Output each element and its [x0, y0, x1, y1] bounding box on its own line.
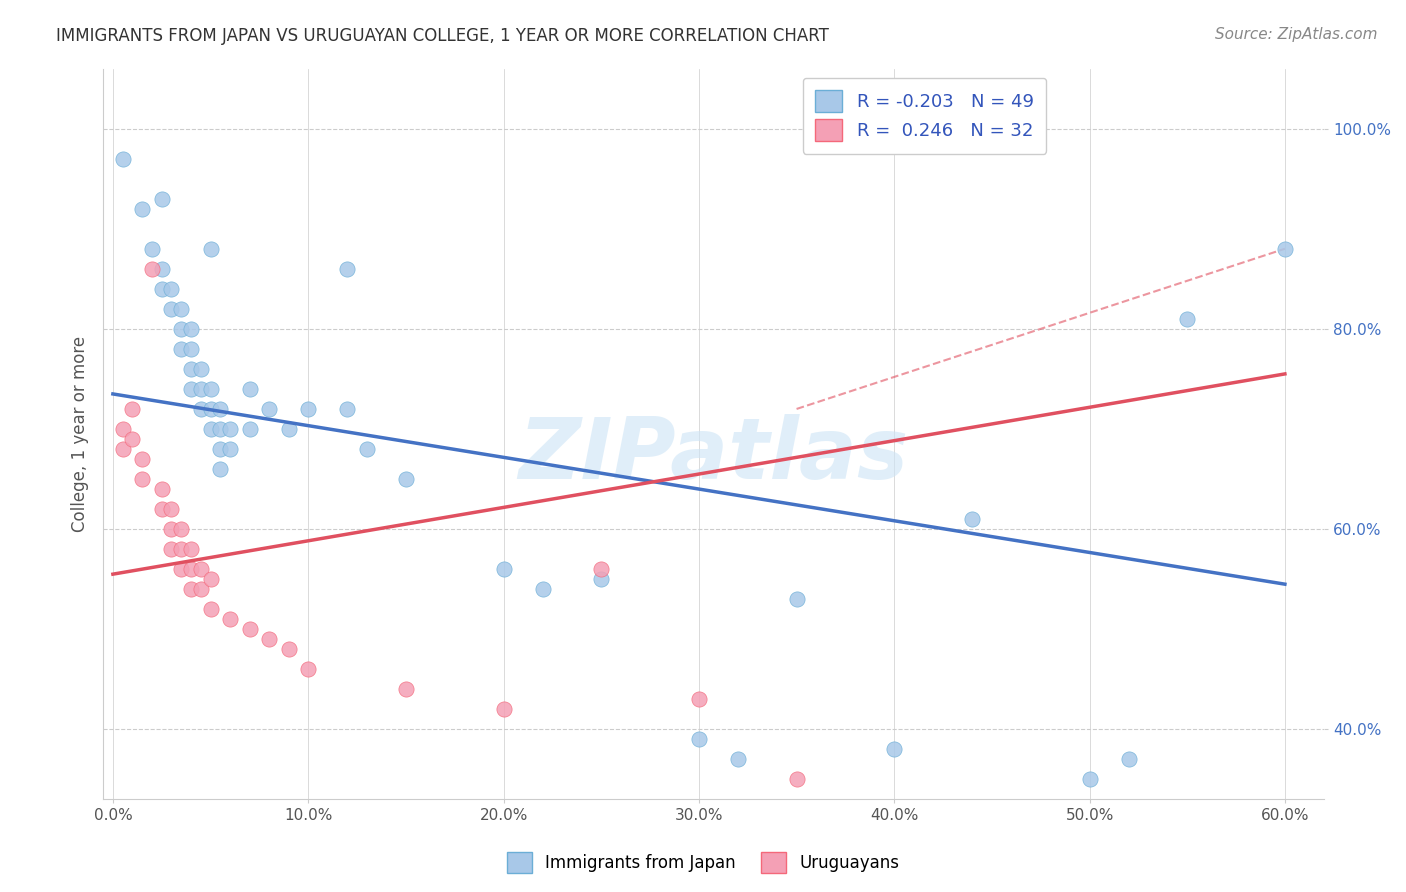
Point	[190, 562, 212, 576]
Point	[277, 642, 299, 657]
Point	[190, 582, 212, 597]
Point	[131, 452, 153, 467]
Point	[297, 662, 319, 676]
Point	[239, 622, 262, 636]
Point	[150, 192, 173, 206]
Point	[121, 432, 143, 446]
Point	[209, 401, 232, 416]
Point	[219, 442, 242, 456]
Point	[1274, 242, 1296, 256]
Point	[150, 482, 173, 496]
Point	[160, 301, 183, 316]
Point	[160, 542, 183, 557]
Point	[150, 261, 173, 276]
Point	[141, 242, 163, 256]
Point	[257, 401, 280, 416]
Point	[492, 562, 515, 576]
Point	[190, 362, 212, 376]
Point	[786, 772, 808, 787]
Point	[200, 401, 222, 416]
Point	[688, 732, 710, 747]
Point	[786, 592, 808, 607]
Text: ZIPatlas: ZIPatlas	[519, 415, 908, 498]
Point	[170, 322, 193, 336]
Point	[336, 261, 359, 276]
Point	[297, 401, 319, 416]
Point	[170, 301, 193, 316]
Point	[170, 522, 193, 536]
Point	[1175, 311, 1198, 326]
Point	[200, 242, 222, 256]
Point	[111, 422, 134, 436]
Point	[239, 382, 262, 396]
Point	[180, 322, 202, 336]
Point	[531, 582, 554, 597]
Point	[170, 542, 193, 557]
Point	[219, 612, 242, 626]
Point	[150, 502, 173, 516]
Point	[180, 382, 202, 396]
Point	[190, 382, 212, 396]
Point	[883, 742, 905, 756]
Point	[170, 342, 193, 356]
Point	[257, 632, 280, 647]
Point	[209, 462, 232, 476]
Point	[336, 401, 359, 416]
Point	[1078, 772, 1101, 787]
Point	[121, 401, 143, 416]
Y-axis label: College, 1 year or more: College, 1 year or more	[72, 336, 89, 532]
Point	[219, 422, 242, 436]
Point	[209, 442, 232, 456]
Point	[200, 422, 222, 436]
Point	[180, 562, 202, 576]
Point	[239, 422, 262, 436]
Point	[141, 261, 163, 276]
Text: IMMIGRANTS FROM JAPAN VS URUGUAYAN COLLEGE, 1 YEAR OR MORE CORRELATION CHART: IMMIGRANTS FROM JAPAN VS URUGUAYAN COLLE…	[56, 27, 830, 45]
Legend: R = -0.203   N = 49, R =  0.246   N = 32: R = -0.203 N = 49, R = 0.246 N = 32	[803, 78, 1046, 154]
Point	[727, 752, 749, 766]
Point	[160, 282, 183, 296]
Point	[356, 442, 378, 456]
Legend: Immigrants from Japan, Uruguayans: Immigrants from Japan, Uruguayans	[501, 846, 905, 880]
Point	[180, 362, 202, 376]
Point	[160, 502, 183, 516]
Point	[688, 692, 710, 706]
Text: Source: ZipAtlas.com: Source: ZipAtlas.com	[1215, 27, 1378, 42]
Point	[180, 542, 202, 557]
Point	[131, 472, 153, 486]
Point	[190, 401, 212, 416]
Point	[150, 282, 173, 296]
Point	[200, 572, 222, 586]
Point	[111, 152, 134, 166]
Point	[200, 602, 222, 616]
Point	[180, 342, 202, 356]
Point	[395, 682, 418, 697]
Point	[962, 512, 984, 526]
Point	[111, 442, 134, 456]
Point	[200, 382, 222, 396]
Point	[160, 522, 183, 536]
Point	[277, 422, 299, 436]
Point	[492, 702, 515, 716]
Point	[180, 582, 202, 597]
Point	[591, 572, 613, 586]
Point	[170, 562, 193, 576]
Point	[209, 422, 232, 436]
Point	[395, 472, 418, 486]
Point	[131, 202, 153, 216]
Point	[1118, 752, 1140, 766]
Point	[591, 562, 613, 576]
